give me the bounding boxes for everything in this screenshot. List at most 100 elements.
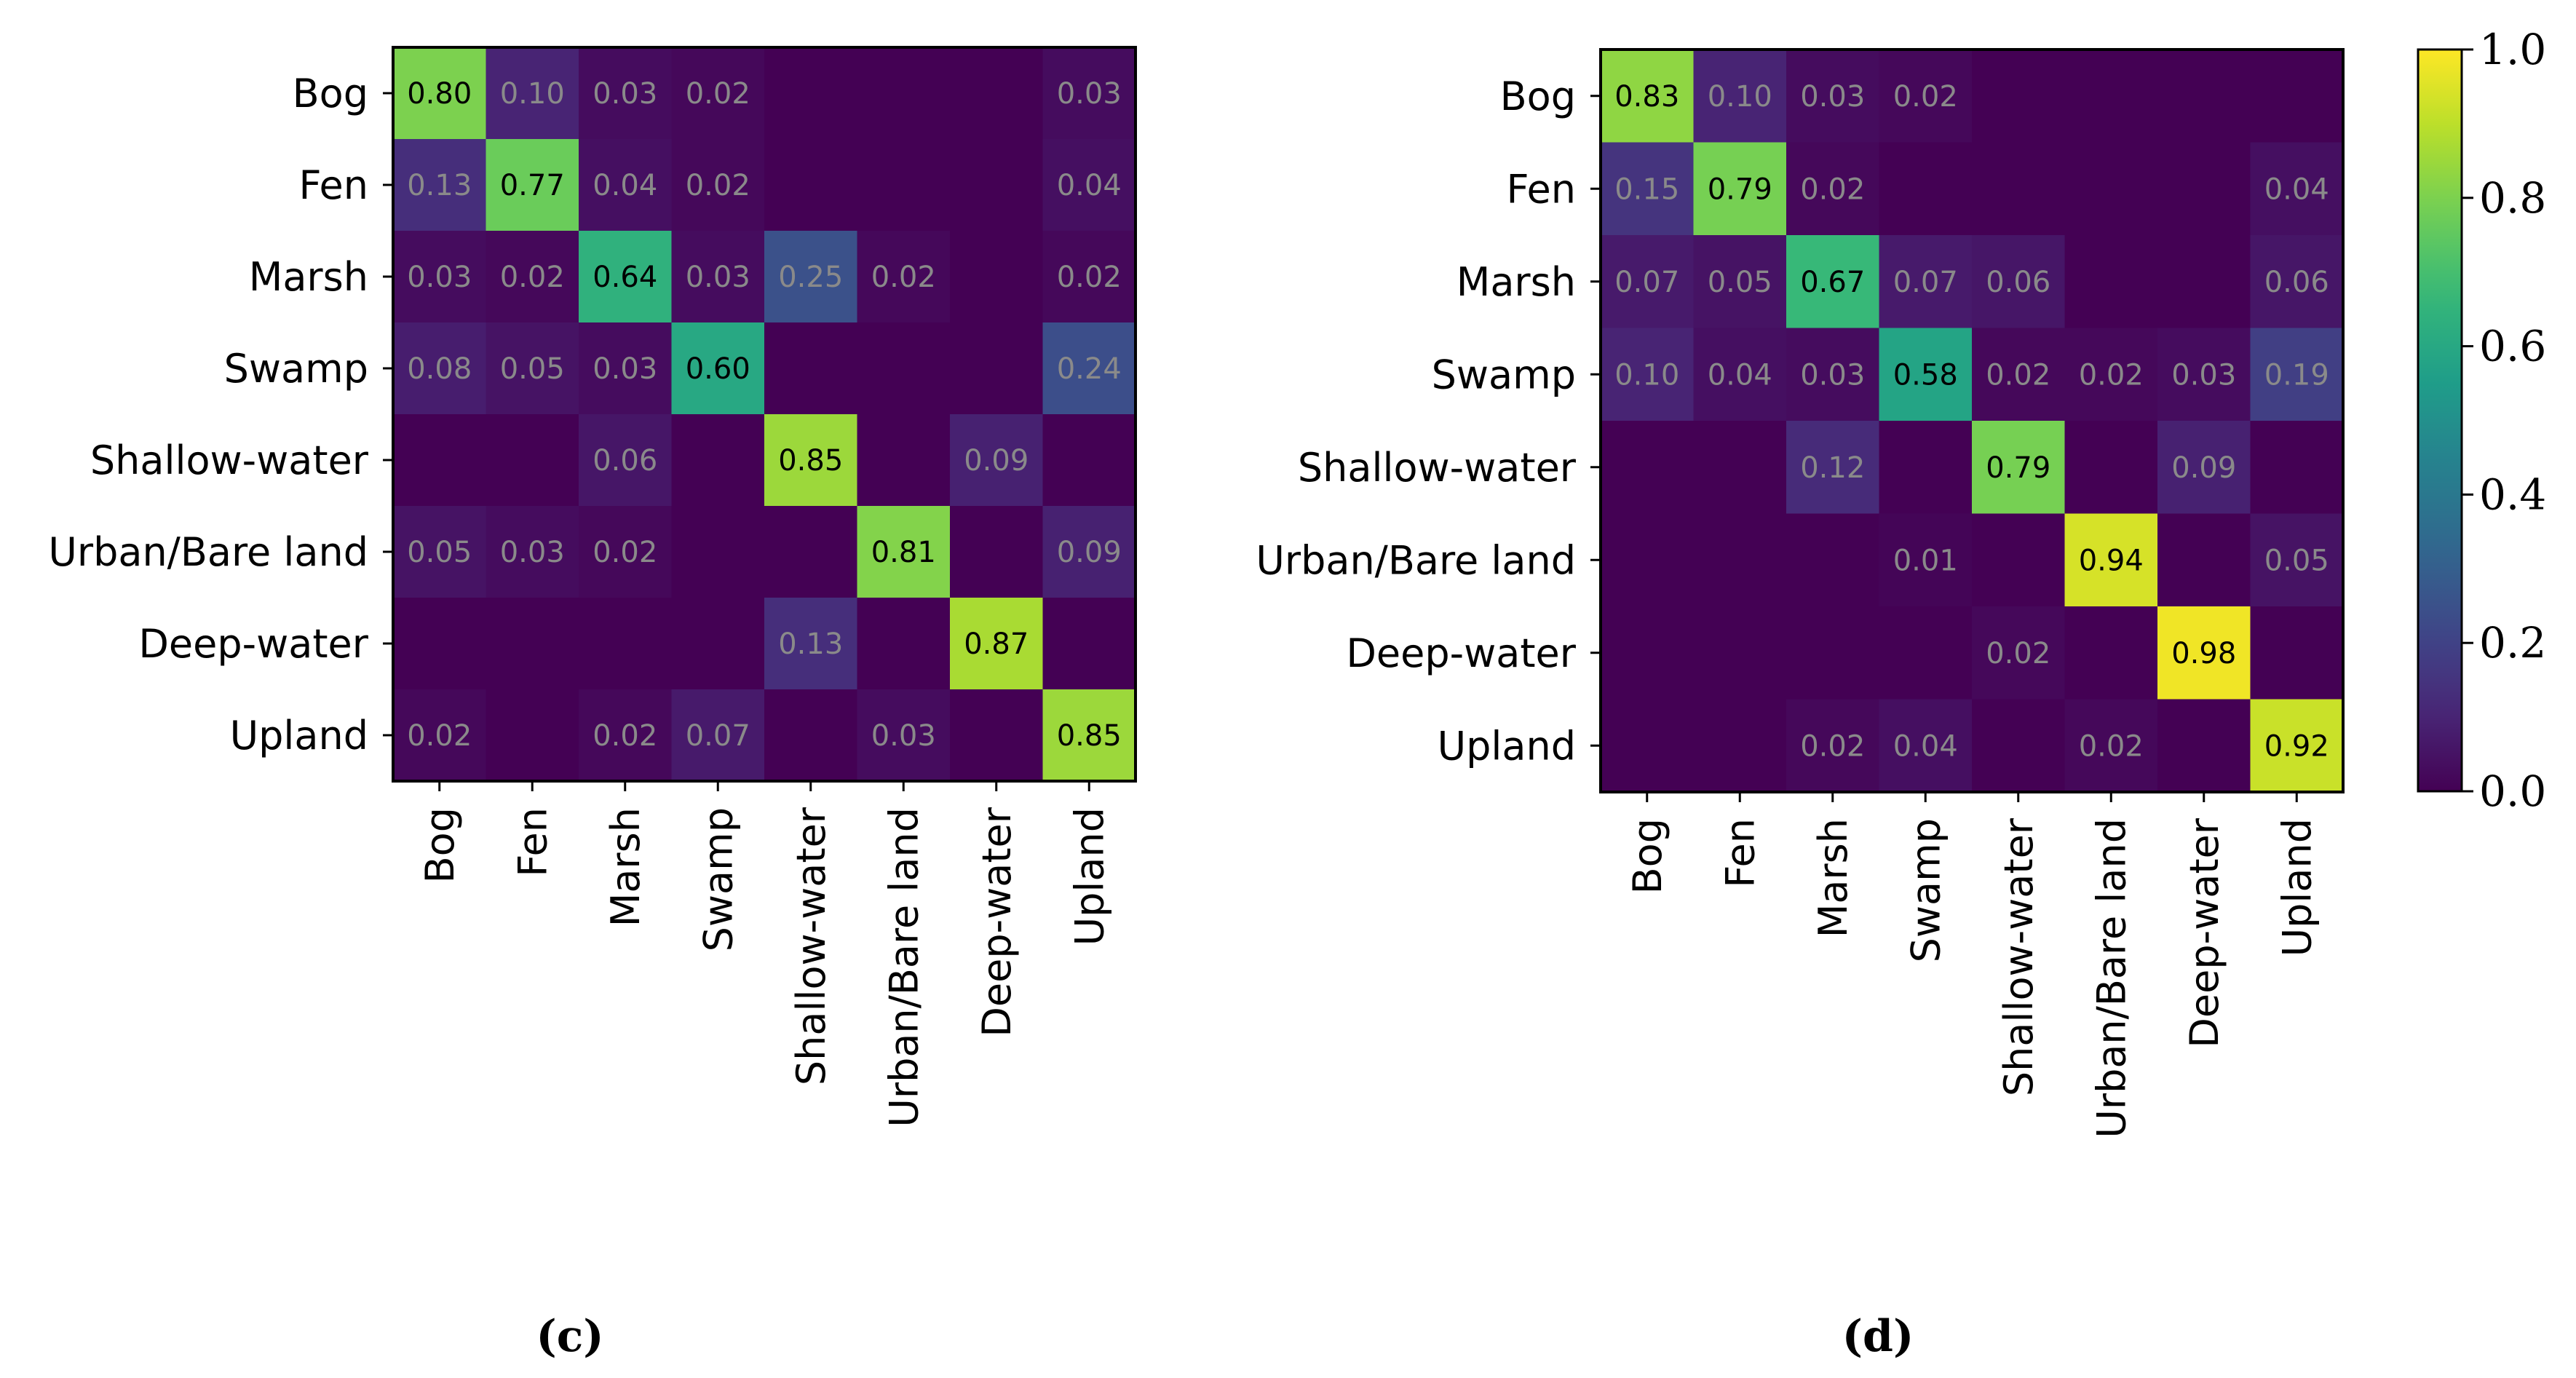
cell-value-c-swamp-swamp: 0.60 bbox=[686, 352, 750, 386]
y-tick-label-c-marsh: Marsh bbox=[249, 254, 368, 300]
heatmap-cell-c-marsh-urban-bare-land bbox=[857, 231, 951, 323]
heatmap-cell-d-swamp-swamp bbox=[1879, 328, 1973, 421]
heatmap-cell-c-upland-swamp bbox=[671, 689, 765, 782]
cell-value-c-marsh-shallow-water: 0.25 bbox=[778, 261, 843, 294]
cell-value-c-urban-bare-land-fen: 0.03 bbox=[500, 536, 565, 569]
heatmap-cell-c-swamp-swamp bbox=[671, 322, 765, 415]
heatmap-cell-d-deep-water-upland bbox=[2250, 606, 2344, 700]
heatmap-cell-c-shallow-water-swamp bbox=[671, 414, 765, 507]
heatmap-cell-d-urban-bare-land-fen bbox=[1693, 513, 1787, 607]
cell-value-c-shallow-water-deep-water: 0.09 bbox=[964, 444, 1029, 478]
y-tick-label-c-swamp: Swamp bbox=[224, 346, 368, 392]
heatmap-cell-c-bog-upland bbox=[1042, 47, 1136, 140]
cell-value-c-marsh-marsh: 0.64 bbox=[593, 261, 657, 294]
x-tick-label-c-marsh: Marsh bbox=[603, 807, 649, 927]
heatmap-cell-c-bog-swamp bbox=[671, 47, 765, 140]
cell-value-c-fen-bog: 0.13 bbox=[407, 169, 472, 202]
heatmap-cell-c-bog-fen bbox=[486, 47, 579, 140]
heatmap-cell-c-deep-water-upland bbox=[1042, 598, 1136, 690]
cell-value-c-bog-upland: 0.03 bbox=[1057, 77, 1122, 111]
heatmap-cell-c-shallow-water-marsh bbox=[579, 414, 673, 507]
heatmap-cell-d-bog-fen bbox=[1693, 50, 1787, 143]
heatmap-cell-c-upland-bog bbox=[393, 689, 487, 782]
heatmap-cell-c-shallow-water-bog bbox=[393, 414, 487, 507]
x-tick-label-d-urban-bare-land: Urban/Bare land bbox=[2088, 818, 2134, 1139]
heatmap-cell-c-swamp-marsh bbox=[579, 322, 673, 415]
heatmap-cell-d-swamp-deep-water bbox=[2157, 328, 2251, 421]
heatmap-cell-c-upland-deep-water bbox=[950, 689, 1044, 782]
cell-value-d-fen-fen: 0.79 bbox=[1708, 173, 1772, 206]
x-tick-label-c-upland: Upland bbox=[1066, 807, 1112, 946]
confusion-matrix-c: 0.80 0.10 0.03 0.02 0.03 0.13 0.77 0.04 0.02 0.04… bbox=[48, 46, 1137, 1128]
cell-value-c-upland-upland: 0.85 bbox=[1057, 719, 1122, 753]
heatmap-cell-d-marsh-upland bbox=[2250, 235, 2344, 329]
heatmap-cell-c-upland-urban-bare-land bbox=[857, 689, 951, 782]
heatmap-cell-d-upland-bog bbox=[1601, 699, 1695, 793]
cell-value-c-urban-bare-land-upland: 0.09 bbox=[1057, 536, 1122, 569]
cell-value-d-upland-swamp: 0.04 bbox=[1893, 729, 1958, 763]
cell-value-c-fen-fen: 0.77 bbox=[500, 169, 565, 202]
cell-value-c-shallow-water-shallow-water: 0.85 bbox=[778, 444, 843, 478]
colorbar-tick-label-0: 0.0 bbox=[2479, 767, 2546, 816]
cell-value-c-marsh-upland: 0.02 bbox=[1057, 261, 1122, 294]
heatmap-cell-d-shallow-water-bog bbox=[1601, 421, 1695, 515]
heatmap-cell-d-shallow-water-marsh bbox=[1786, 421, 1880, 515]
cell-value-d-upland-upland: 0.92 bbox=[2264, 729, 2329, 763]
heatmap-cell-c-marsh-bog bbox=[393, 231, 487, 323]
heatmap-cell-c-deep-water-swamp bbox=[671, 598, 765, 690]
cell-value-d-urban-bare-land-upland: 0.05 bbox=[2264, 544, 2329, 577]
cell-value-d-marsh-upland: 0.06 bbox=[2264, 266, 2329, 299]
heatmap-cell-d-swamp-marsh bbox=[1786, 328, 1880, 421]
cell-value-c-fen-swamp: 0.02 bbox=[686, 169, 750, 202]
y-tick-label-d-marsh: Marsh bbox=[1457, 259, 1576, 305]
heatmap-cell-d-urban-bare-land-swamp bbox=[1879, 513, 1973, 607]
heatmap-cell-c-shallow-water-upland bbox=[1042, 414, 1136, 507]
heatmap-cell-d-swamp-fen bbox=[1693, 328, 1787, 421]
heatmap-cell-d-fen-upland bbox=[2250, 142, 2344, 236]
cell-value-d-marsh-shallow-water: 0.06 bbox=[1986, 266, 2050, 299]
y-tick-label-c-shallow-water: Shallow-water bbox=[90, 437, 369, 483]
y-tick-label-c-upland: Upland bbox=[230, 713, 368, 759]
cell-value-c-bog-marsh: 0.03 bbox=[593, 77, 657, 111]
cell-value-c-upland-marsh: 0.02 bbox=[593, 719, 657, 753]
cell-value-d-urban-bare-land-urban-bare-land: 0.94 bbox=[2079, 544, 2144, 577]
heatmap-cell-c-urban-bare-land-fen bbox=[486, 506, 579, 598]
heatmap-cell-c-urban-bare-land-deep-water bbox=[950, 506, 1044, 598]
colorbar-tick-label-5: 1.0 bbox=[2479, 25, 2546, 74]
cell-value-d-marsh-swamp: 0.07 bbox=[1893, 266, 1958, 299]
cell-value-d-marsh-marsh: 0.67 bbox=[1800, 266, 1865, 299]
colorbar-tick-label-3: 0.6 bbox=[2479, 322, 2546, 371]
heatmap-cell-d-fen-fen bbox=[1693, 142, 1787, 236]
cell-value-c-upland-bog: 0.02 bbox=[407, 719, 472, 753]
x-tick-label-d-upland: Upland bbox=[2274, 818, 2320, 957]
x-tick-label-d-shallow-water: Shallow-water bbox=[1996, 817, 2042, 1096]
heatmap-cell-d-urban-bare-land-marsh bbox=[1786, 513, 1880, 607]
cell-value-d-swamp-marsh: 0.03 bbox=[1800, 358, 1865, 392]
x-tick-label-c-urban-bare-land: Urban/Bare land bbox=[881, 807, 927, 1128]
y-tick-label-c-deep-water: Deep-water bbox=[138, 621, 368, 667]
heatmap-cell-d-fen-swamp bbox=[1879, 142, 1973, 236]
heatmap-frame-d bbox=[1599, 48, 2345, 793]
heatmap-cell-d-shallow-water-shallow-water bbox=[1972, 421, 2066, 515]
heatmap-cell-c-swamp-urban-bare-land bbox=[857, 322, 951, 415]
cell-value-d-shallow-water-marsh: 0.12 bbox=[1800, 451, 1865, 485]
heatmap-cell-c-fen-marsh bbox=[579, 139, 673, 231]
cell-value-c-bog-fen: 0.10 bbox=[500, 77, 565, 111]
heatmap-cell-c-fen-shallow-water bbox=[764, 139, 858, 231]
heatmap-cell-c-urban-bare-land-upland bbox=[1042, 506, 1136, 598]
colorbar-tick-label-1: 0.2 bbox=[2479, 618, 2546, 668]
heatmap-cell-c-fen-bog bbox=[393, 139, 487, 231]
cell-value-c-swamp-bog: 0.08 bbox=[407, 352, 472, 386]
heatmap-cell-d-swamp-upland bbox=[2250, 328, 2344, 421]
heatmap-cell-c-swamp-deep-water bbox=[950, 322, 1044, 415]
cell-value-c-deep-water-shallow-water: 0.13 bbox=[778, 627, 843, 661]
cell-value-c-fen-upland: 0.04 bbox=[1057, 169, 1122, 202]
heatmap-cell-d-upland-swamp bbox=[1879, 699, 1973, 793]
heatmap-cell-d-upland-urban-bare-land bbox=[2064, 699, 2158, 793]
cell-value-d-upland-marsh: 0.02 bbox=[1800, 729, 1865, 763]
y-tick-label-d-shallow-water: Shallow-water bbox=[1298, 445, 1577, 491]
colorbar-tick-label-2: 0.4 bbox=[2479, 470, 2546, 519]
cell-value-d-bog-marsh: 0.03 bbox=[1800, 80, 1865, 114]
x-tick-label-d-marsh: Marsh bbox=[1810, 818, 1856, 938]
colorbar: 0.0 0.2 0.4 0.6 0.8 1.0 bbox=[2417, 25, 2546, 816]
